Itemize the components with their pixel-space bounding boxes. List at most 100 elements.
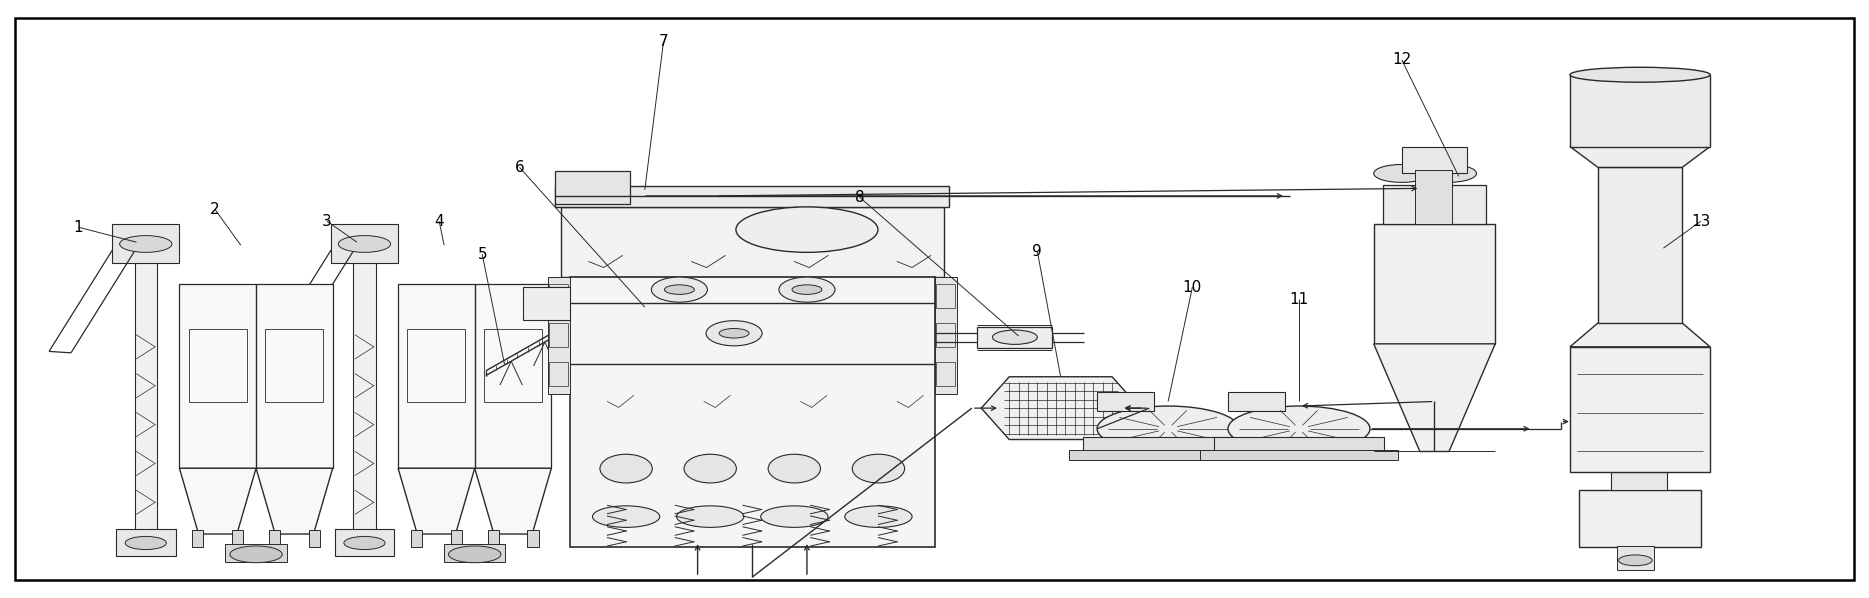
Bar bbox=[1213, 437, 1385, 451]
Circle shape bbox=[792, 285, 822, 294]
Bar bbox=[445, 544, 505, 562]
Polygon shape bbox=[1570, 323, 1710, 347]
Circle shape bbox=[230, 546, 282, 563]
Bar bbox=[523, 287, 570, 320]
Circle shape bbox=[1619, 555, 1652, 566]
Circle shape bbox=[338, 236, 391, 252]
Polygon shape bbox=[256, 468, 333, 534]
Circle shape bbox=[677, 506, 744, 527]
Ellipse shape bbox=[852, 454, 905, 483]
Bar bbox=[1374, 224, 1495, 344]
Circle shape bbox=[1097, 406, 1239, 451]
Text: 6: 6 bbox=[514, 160, 525, 175]
Polygon shape bbox=[179, 468, 256, 534]
Bar bbox=[1570, 347, 1710, 472]
Bar bbox=[527, 530, 538, 547]
Text: 11: 11 bbox=[1290, 291, 1308, 307]
Bar bbox=[450, 530, 462, 547]
Bar bbox=[1617, 546, 1654, 570]
Circle shape bbox=[449, 546, 501, 563]
Bar bbox=[549, 323, 568, 347]
Bar bbox=[977, 327, 1052, 348]
Bar bbox=[1570, 75, 1710, 147]
Bar bbox=[484, 329, 542, 402]
Bar bbox=[1579, 490, 1701, 547]
Bar bbox=[1383, 185, 1486, 224]
Bar bbox=[335, 529, 394, 556]
Bar bbox=[548, 276, 570, 395]
Bar bbox=[1598, 167, 1682, 323]
Bar bbox=[265, 329, 323, 402]
Text: 4: 4 bbox=[434, 213, 445, 229]
Bar bbox=[232, 530, 243, 547]
Circle shape bbox=[665, 285, 695, 294]
Bar bbox=[1097, 392, 1153, 411]
Bar bbox=[1402, 147, 1467, 173]
Bar bbox=[561, 207, 944, 276]
Circle shape bbox=[592, 506, 660, 527]
Polygon shape bbox=[398, 468, 475, 534]
Text: 5: 5 bbox=[477, 246, 488, 262]
Bar bbox=[555, 171, 630, 204]
Polygon shape bbox=[1570, 147, 1710, 167]
Bar bbox=[308, 530, 320, 547]
Bar bbox=[936, 362, 955, 386]
Polygon shape bbox=[981, 377, 1140, 440]
Bar bbox=[1200, 450, 1398, 460]
Bar bbox=[193, 530, 204, 547]
Bar bbox=[189, 329, 247, 402]
Ellipse shape bbox=[600, 454, 652, 483]
Bar bbox=[116, 529, 176, 556]
Bar bbox=[936, 284, 955, 308]
Bar bbox=[555, 186, 949, 207]
Circle shape bbox=[1420, 164, 1477, 182]
Ellipse shape bbox=[1570, 67, 1710, 83]
Bar bbox=[934, 276, 957, 395]
Bar bbox=[1415, 170, 1452, 224]
Bar bbox=[411, 530, 422, 547]
Bar bbox=[112, 224, 179, 263]
Bar bbox=[1611, 472, 1667, 490]
Polygon shape bbox=[1374, 344, 1495, 451]
Text: 10: 10 bbox=[1183, 279, 1202, 295]
Text: 3: 3 bbox=[321, 213, 333, 229]
Text: 13: 13 bbox=[1691, 213, 1710, 229]
Ellipse shape bbox=[779, 277, 835, 302]
Bar bbox=[135, 257, 157, 532]
Polygon shape bbox=[475, 468, 551, 534]
Bar bbox=[331, 224, 398, 263]
Bar bbox=[488, 530, 499, 547]
Circle shape bbox=[1374, 164, 1430, 182]
Bar bbox=[1069, 450, 1267, 460]
Bar bbox=[353, 257, 376, 532]
Ellipse shape bbox=[684, 454, 736, 483]
Circle shape bbox=[761, 506, 828, 527]
Bar bbox=[398, 284, 551, 468]
Text: 1: 1 bbox=[73, 219, 84, 235]
Bar bbox=[549, 362, 568, 386]
Ellipse shape bbox=[706, 321, 763, 346]
Bar bbox=[269, 530, 280, 547]
Ellipse shape bbox=[652, 277, 706, 302]
Circle shape bbox=[992, 330, 1037, 344]
Bar bbox=[179, 284, 333, 468]
Text: 2: 2 bbox=[209, 202, 221, 217]
Bar bbox=[1082, 437, 1254, 451]
Circle shape bbox=[845, 506, 912, 527]
Circle shape bbox=[736, 207, 878, 252]
Bar bbox=[936, 323, 955, 347]
Circle shape bbox=[344, 536, 385, 550]
Bar bbox=[549, 284, 568, 308]
Circle shape bbox=[125, 536, 166, 550]
Circle shape bbox=[720, 328, 749, 338]
Text: 8: 8 bbox=[854, 190, 865, 205]
Bar bbox=[226, 544, 286, 562]
Circle shape bbox=[1228, 406, 1370, 451]
Bar bbox=[570, 276, 934, 547]
Ellipse shape bbox=[768, 454, 820, 483]
Bar bbox=[1228, 392, 1284, 411]
Circle shape bbox=[120, 236, 172, 252]
Text: 12: 12 bbox=[1392, 52, 1411, 68]
Text: 9: 9 bbox=[1032, 243, 1043, 259]
Bar bbox=[407, 329, 465, 402]
